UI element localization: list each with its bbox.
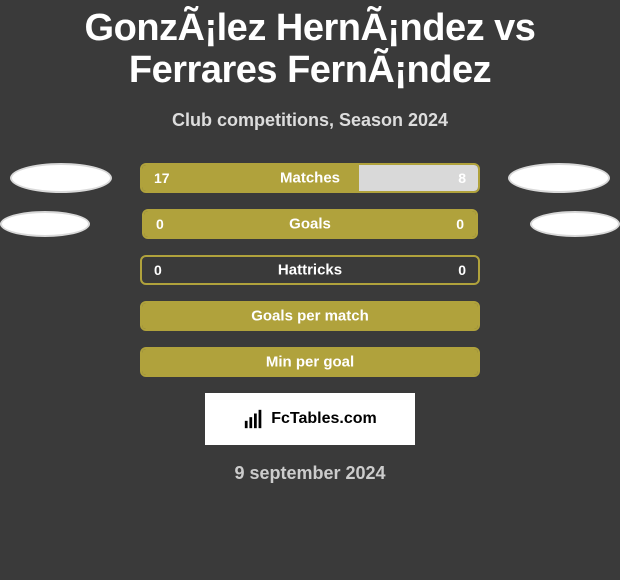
comparison-card: GonzÃ¡lez HernÃ¡ndez vs Ferrares FernÃ¡n… [0, 0, 620, 484]
page-title: GonzÃ¡lez HernÃ¡ndez vs Ferrares FernÃ¡n… [0, 0, 620, 92]
stat-bar: Goals per match [140, 301, 480, 331]
stat-bar: 0 0 Goals [142, 209, 478, 239]
stat-label: Hattricks [278, 261, 342, 278]
right-player-chip [530, 211, 620, 237]
right-value: 0 [456, 216, 464, 232]
stat-row: 0 0 Goals [0, 209, 620, 239]
stat-row: Goals per match [0, 301, 620, 331]
stat-rows: 17 8 Matches 0 0 Goals 0 0 Hattricks Goals per ma… [0, 163, 620, 377]
chart-icon [243, 408, 265, 430]
attribution: FcTables.com [0, 393, 620, 445]
stat-row: Min per goal [0, 347, 620, 377]
stat-bar: Min per goal [140, 347, 480, 377]
attribution-text: FcTables.com [271, 410, 377, 428]
stat-row: 17 8 Matches [0, 163, 620, 193]
left-player-chip [10, 163, 112, 193]
right-value: 8 [458, 170, 466, 186]
left-value: 0 [156, 216, 164, 232]
stat-bar: 17 8 Matches [140, 163, 480, 193]
subtitle: Club competitions, Season 2024 [0, 110, 620, 131]
stat-label: Min per goal [266, 353, 354, 370]
stat-label: Matches [280, 169, 340, 186]
left-value: 0 [154, 262, 162, 278]
attribution-box: FcTables.com [205, 393, 415, 445]
stat-label: Goals per match [251, 307, 369, 324]
stat-label: Goals [289, 215, 331, 232]
right-value: 0 [458, 262, 466, 278]
date: 9 september 2024 [0, 463, 620, 484]
stat-row: 0 0 Hattricks [0, 255, 620, 285]
left-player-chip [0, 211, 90, 237]
stat-bar: 0 0 Hattricks [140, 255, 480, 285]
right-player-chip [508, 163, 610, 193]
left-value: 17 [154, 170, 170, 186]
